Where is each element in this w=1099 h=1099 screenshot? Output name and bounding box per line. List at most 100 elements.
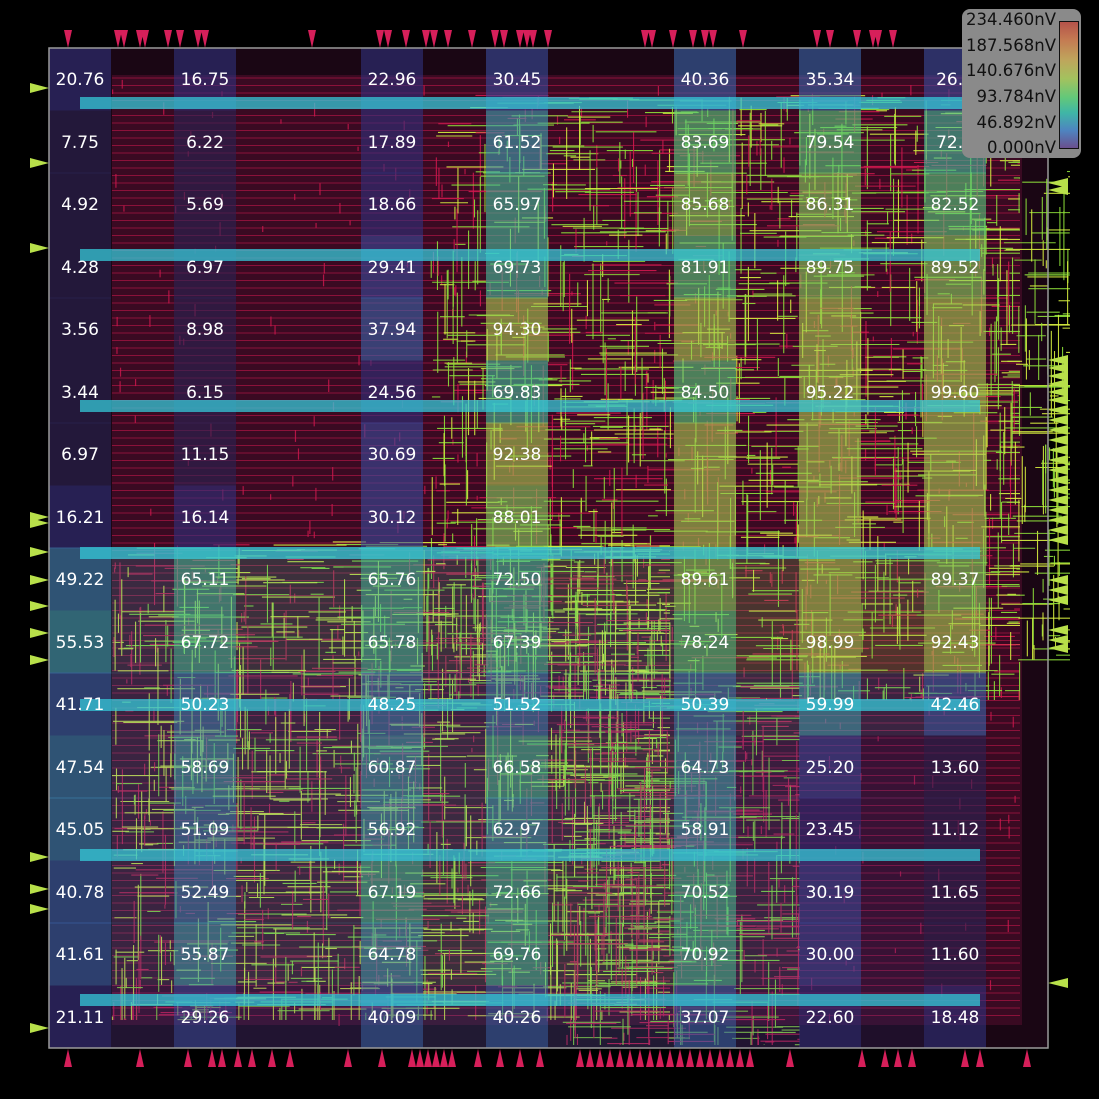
- top-pin: [114, 30, 122, 48]
- heat-band: [736, 610, 799, 674]
- heat-tile: [49, 297, 111, 361]
- bottom-pin: [424, 1049, 432, 1067]
- grid-value-label: 66.58: [493, 758, 542, 778]
- bottom-pin: [636, 1049, 644, 1067]
- grid-value-label: 72.50: [493, 570, 542, 590]
- bottom-pin: [676, 1049, 684, 1067]
- heat-tile: [924, 360, 986, 424]
- grid-value-label: 83.69: [681, 133, 730, 153]
- grid-value-label: 69.83: [493, 383, 542, 403]
- top-pin: [813, 30, 821, 48]
- right-pin: [1048, 475, 1068, 485]
- heat-tile: [361, 172, 423, 236]
- grid-value-label: 65.11: [181, 570, 230, 590]
- grid-value-label: 30.19: [806, 883, 855, 903]
- heat-tile: [49, 922, 111, 986]
- left-pin: [30, 83, 49, 93]
- right-pin: [1048, 445, 1068, 455]
- right-pin: [1048, 395, 1068, 405]
- heat-band: [236, 860, 361, 924]
- top-pin: [430, 30, 438, 48]
- grid-value-label: 84.50: [681, 383, 730, 403]
- bottom-pin: [716, 1049, 724, 1067]
- heat-band: [236, 610, 361, 674]
- heat-tile: [361, 360, 423, 424]
- heat-tile: [49, 610, 111, 674]
- power-stripe: [80, 97, 980, 109]
- grid-value-label: 18.66: [368, 195, 417, 215]
- grid-value-label: 67.19: [368, 883, 417, 903]
- heat-tile: [799, 485, 861, 549]
- grid-value-label: 18.48: [931, 1008, 980, 1028]
- top-pin: [422, 30, 430, 48]
- top-pin: [402, 30, 410, 48]
- bottom-pin: [234, 1049, 242, 1067]
- grid-value-label: 48.25: [368, 695, 417, 715]
- grid-value-label: 20.76: [56, 70, 105, 90]
- heat-tile: [674, 735, 736, 799]
- grid-value-label: 29.41: [368, 258, 417, 278]
- bottom-pin: [646, 1049, 654, 1067]
- heat-tile: [49, 110, 111, 174]
- heat-band: [236, 922, 361, 986]
- heat-tile: [361, 610, 423, 674]
- right-pin: [1048, 435, 1068, 445]
- grid-value-label: 16.21: [56, 508, 105, 528]
- top-pin: [176, 30, 184, 48]
- legend-color-bar: [1059, 21, 1079, 149]
- heat-band: [111, 922, 174, 986]
- right-pin: [1048, 625, 1068, 635]
- top-pin: [523, 30, 531, 48]
- bottom-pin: [616, 1049, 624, 1067]
- heat-tile: [174, 422, 236, 486]
- left-pin: [30, 601, 49, 611]
- top-pin: [491, 30, 499, 48]
- grid-value-label: 89.52: [931, 258, 980, 278]
- grid-value-label: 69.76: [493, 945, 542, 965]
- grid-value-label: 52.49: [181, 883, 230, 903]
- bottom-pin: [344, 1049, 352, 1067]
- right-pin: [1048, 355, 1068, 365]
- bottom-pin: [474, 1049, 482, 1067]
- grid-value-label: 55.53: [56, 633, 105, 653]
- power-stripe: [80, 249, 980, 261]
- heat-tile: [486, 860, 548, 924]
- legend-label-0: 234.460nV: [966, 10, 1056, 29]
- bottom-pin: [136, 1049, 144, 1067]
- heat-tile: [924, 172, 986, 236]
- bottom-pin: [656, 1049, 664, 1067]
- bottom-pin: [448, 1049, 456, 1067]
- bottom-pin: [881, 1049, 889, 1067]
- grid-value-label: 51.52: [493, 695, 542, 715]
- grid-value-label: 24.56: [368, 383, 417, 403]
- heat-band: [111, 735, 174, 799]
- grid-value-label: 22.60: [806, 1008, 855, 1028]
- top-pin: [444, 30, 452, 48]
- top-pin: [64, 30, 72, 48]
- top-pin: [376, 30, 384, 48]
- left-pin: [30, 655, 49, 665]
- left-pin: [30, 884, 49, 894]
- heat-tile: [924, 735, 986, 799]
- top-pin: [648, 30, 656, 48]
- grid-value-label: 6.97: [61, 445, 99, 465]
- top-pin: [164, 30, 172, 48]
- top-pin: [500, 30, 508, 48]
- bottom-pin: [536, 1049, 544, 1067]
- heat-tile: [486, 297, 548, 361]
- grid-value-label: 94.30: [493, 320, 542, 340]
- left-pin: [30, 1023, 49, 1033]
- grid-value-label: 70.52: [681, 883, 730, 903]
- grid-value-label: 64.73: [681, 758, 730, 778]
- heat-tile: [486, 235, 548, 299]
- heat-band: [423, 735, 486, 799]
- grid-value-label: 6.97: [186, 258, 224, 278]
- grid-value-label: 67.39: [493, 633, 542, 653]
- grid-value-label: 17.89: [368, 133, 417, 153]
- heat-tile: [486, 610, 548, 674]
- heat-tile: [799, 860, 861, 924]
- heat-tile: [174, 735, 236, 799]
- bottom-pin: [1023, 1049, 1031, 1067]
- bottom-pin: [961, 1049, 969, 1067]
